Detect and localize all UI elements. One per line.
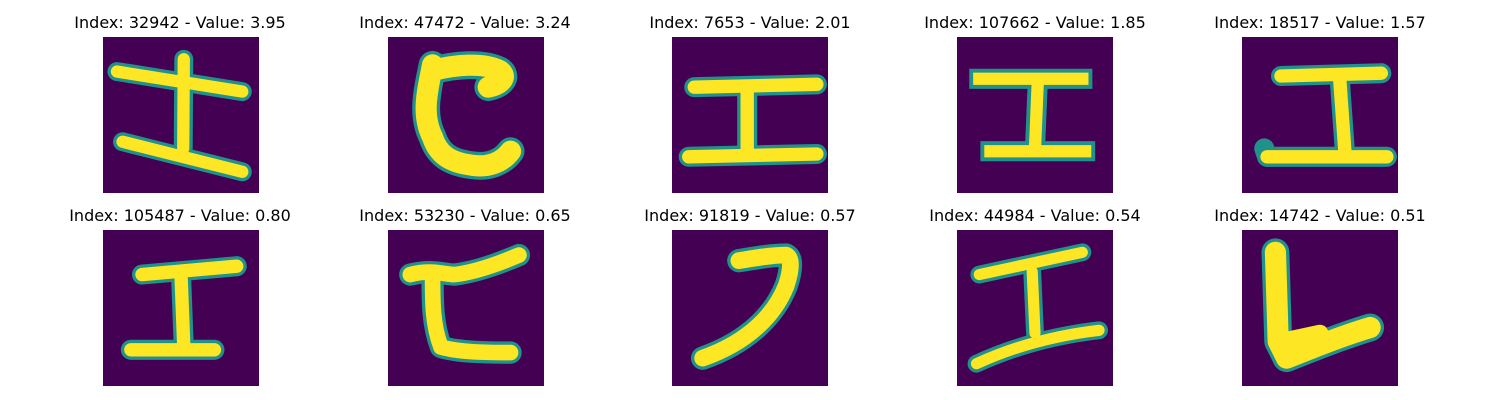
- panel-image: [957, 37, 1113, 193]
- panel-image: [388, 230, 544, 386]
- i-glyph: [967, 243, 1108, 373]
- panel-image: [672, 230, 828, 386]
- i-glyph: [120, 256, 247, 360]
- panel-title: Index: 91819 - Value: 0.57: [644, 206, 856, 225]
- panel-image: [103, 230, 259, 386]
- i-glyph: [969, 68, 1096, 162]
- panel-title: Index: 47472 - Value: 3.24: [359, 13, 571, 32]
- panel-title: Index: 107662 - Value: 1.85: [924, 13, 1146, 32]
- panel-image: [103, 37, 259, 193]
- c-glyph: [412, 50, 525, 180]
- i-glyph: [1254, 63, 1397, 167]
- panel-image: [672, 37, 828, 193]
- panel-image: [1242, 230, 1398, 386]
- c-glyph: [399, 243, 531, 364]
- panel-image: [388, 37, 544, 193]
- l-glyph: [1261, 238, 1385, 373]
- panel-image: [957, 230, 1113, 386]
- panel-title: Index: 53230 - Value: 0.65: [359, 206, 571, 225]
- panel-title: Index: 32942 - Value: 3.95: [74, 13, 286, 32]
- panel-image: [1242, 37, 1398, 193]
- panel-title: Index: 105487 - Value: 0.80: [69, 206, 291, 225]
- tilted-i-glyph: [107, 49, 252, 182]
- panel-title: Index: 18517 - Value: 1.57: [1214, 13, 1426, 32]
- i-glyph: [678, 74, 827, 167]
- panel-title: Index: 44984 - Value: 0.54: [929, 206, 1141, 225]
- panel-title: Index: 14742 - Value: 0.51: [1214, 206, 1426, 225]
- hook-glyph: [690, 243, 803, 370]
- panel-title: Index: 7653 - Value: 2.01: [649, 13, 851, 32]
